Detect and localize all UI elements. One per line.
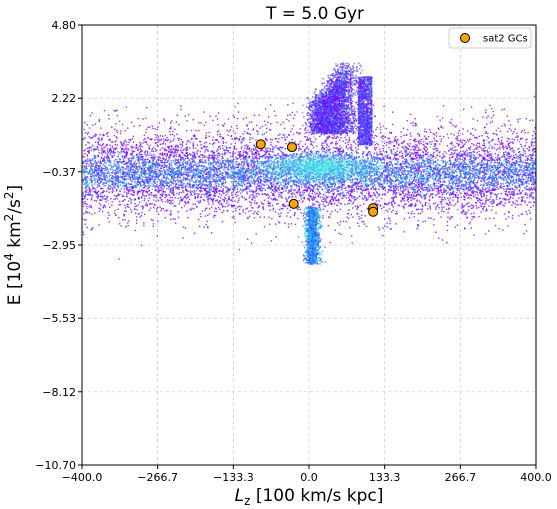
- legend-entry-sat2-gcs: sat2 GCs: [483, 34, 528, 45]
- y-tick-label: −2.95: [42, 239, 76, 252]
- chart-title: T = 5.0 Gyr: [265, 4, 364, 24]
- y-tick-label: −5.53: [42, 312, 76, 325]
- x-axis-ticks: −400.0 −266.7 −133.3 0.0 133.3 266.7 400.0: [62, 465, 552, 484]
- x-axis-label: Lz​ [100 km/s kpc]: [235, 486, 384, 508]
- x-tick-label: −133.3: [213, 471, 254, 484]
- y-tick-label: −0.37: [42, 166, 76, 179]
- y-axis-ticks: 4.80 2.22 −0.37 −2.95 −5.53 −8.12 −10.70: [35, 19, 82, 472]
- x-tick-label: 133.3: [369, 471, 401, 484]
- x-tick-label: −266.7: [137, 471, 178, 484]
- gc-point-3: [288, 198, 299, 209]
- y-tick-label: 2.22: [52, 92, 77, 105]
- gc-point-2: [286, 142, 297, 153]
- x-tick-label: 0.0: [300, 471, 318, 484]
- x-tick-label: −400.0: [62, 471, 103, 484]
- gc-point-5: [368, 206, 379, 217]
- legend-marker-sat2-gcs: [460, 33, 470, 43]
- y-tick-label: 4.80: [52, 19, 77, 32]
- x-tick-label: 266.7: [445, 471, 477, 484]
- legend-box: [448, 27, 532, 49]
- legend: sat2 GCs: [448, 27, 532, 49]
- gc-point-1: [255, 139, 266, 150]
- particle-density-cloud: [82, 62, 536, 265]
- density-core-glow: [250, 148, 391, 185]
- y-tick-label: −8.12: [42, 386, 76, 399]
- y-axis-label: E [104​ km2​/s2​]: [2, 185, 25, 305]
- y-tick-label: −10.70: [35, 459, 76, 472]
- x-tick-label: 400.0: [520, 471, 552, 484]
- gc-points: [255, 139, 379, 217]
